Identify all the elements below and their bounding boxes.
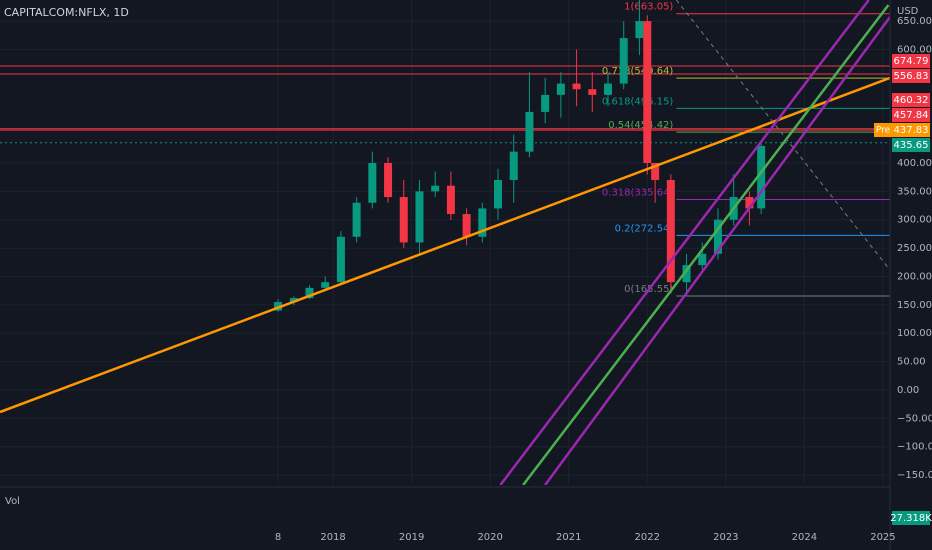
volume-tag-bg [892,511,930,525]
y-tick-label: 600.00 [897,44,932,55]
fib-label: 1(663.05) [624,2,673,13]
x-tick-label: 2024 [792,532,817,543]
candle-body [643,21,652,163]
candle-body [588,89,597,95]
candle-body [289,298,298,303]
fib-label: 0.2(272.54) [615,223,674,234]
pre-tag-bg [874,123,892,137]
fib-label: 0.718(549.64) [602,66,674,77]
fib-label: 0.318(335.64) [602,188,674,199]
y-tick-label: 300.00 [897,215,932,226]
trendline [522,4,890,485]
candle-body [494,180,503,209]
candle-body [305,287,314,299]
price-tag: 435.65 [894,140,929,151]
price-tag: 674.79 [894,56,929,67]
price-tag-bg [892,138,930,152]
price-tag: 460.32 [894,95,929,106]
x-tick-label: 2022 [635,532,660,543]
trendline [499,0,870,485]
price-tag: 457.84 [894,110,929,121]
y-tick-label: 350.00 [897,186,932,197]
x-tick-label: 2019 [399,532,424,543]
candle-body [635,21,644,39]
x-tick-label: 2020 [477,532,502,543]
currency: USD [897,6,919,17]
y-tick-label: 650.00 [897,16,932,27]
y-tick-label: 250.00 [897,243,932,254]
candle-body [651,162,660,181]
candle-body [478,208,487,237]
x-tick-label: 8 [275,532,281,543]
y-tick-label: 50.00 [897,357,926,368]
pre-tag: Pre [876,126,891,136]
trendline [675,0,890,271]
y-tick-label: −100.00 [897,442,932,453]
fib-label: 0.618(496.15) [602,96,674,107]
candle-body [384,162,393,198]
plot-area: 1(663.05) 0.718(549.64) 0.618(496.15) 0.54(… [0,0,890,485]
candle-body [525,111,534,152]
candle-body [274,302,283,311]
candle-body [368,162,377,203]
y-tick-label: 150.00 [897,300,932,311]
x-tick-label: 2018 [320,532,345,543]
candle-body [431,185,440,192]
y-tick-label: 200.00 [897,271,932,282]
candle-body [399,197,408,243]
price-tag: 556.83 [894,71,929,82]
price-tag-bg [892,123,930,137]
symbol-title: CAPITALCOM:NFLX, 1D [4,6,129,19]
candle-body [572,83,581,90]
price-tag-bg [892,69,930,83]
candle-body [619,38,628,84]
volume-label: Vol [5,496,20,507]
y-tick-label: 400.00 [897,158,932,169]
x-tick-label: 2025 [870,532,895,543]
price-tag-bg [892,54,930,68]
candle-body [415,191,424,243]
trendline [0,76,890,414]
volume-tag: 27.318K [890,513,932,524]
price-tag-bg [892,108,930,122]
y-tick-label: 0.00 [897,385,919,396]
candle-body [541,94,550,112]
candle-body [603,83,612,95]
x-tick-label: 2023 [713,532,738,543]
fib-label: 0.54(454.42) [608,120,673,131]
candle-body [698,253,707,266]
price-tag: 437.83 [894,125,929,136]
y-tick-label: −50.00 [897,413,932,424]
candle-body [666,180,675,283]
candle-body [682,265,691,283]
price-tag-bg [892,93,930,107]
candle-body [462,214,471,237]
candle-body [446,185,455,215]
y-tick-label: −150.00 [897,470,932,481]
candle-body [321,282,330,288]
candle-body [745,197,754,209]
candle-body [352,202,361,237]
x-tick-label: 2021 [556,532,581,543]
candle-body [336,236,345,283]
candle-body [713,219,722,254]
trendline [544,16,890,485]
candle-body [509,151,518,181]
candle-body [757,145,766,209]
candle-body [556,83,565,95]
y-tick-label: 100.00 [897,328,932,339]
